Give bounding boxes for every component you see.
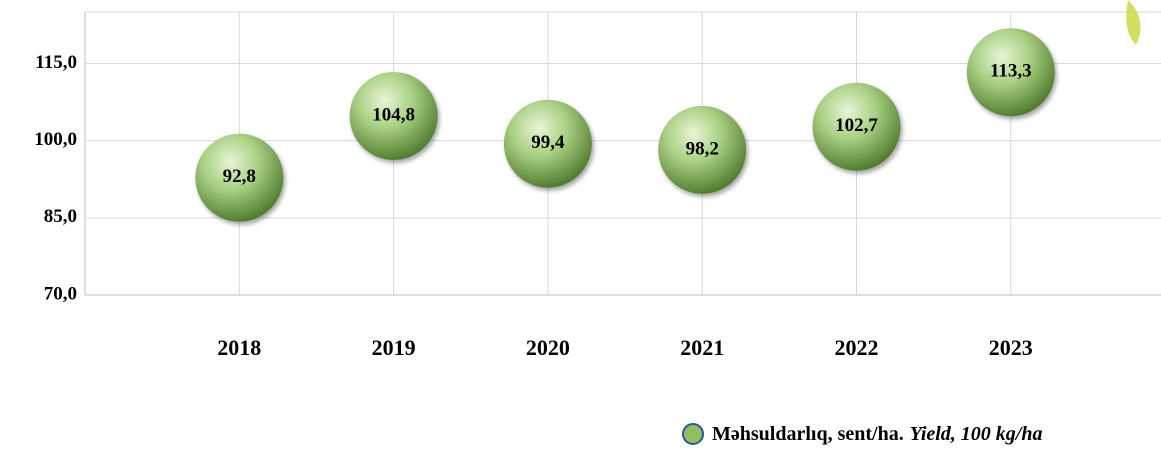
y-tick-label: 115,0 <box>35 52 77 73</box>
bubble <box>349 71 438 160</box>
y-tick-label: 100,0 <box>34 129 77 150</box>
x-tick-label: 2018 <box>217 335 261 360</box>
y-tick-label: 70,0 <box>44 283 77 304</box>
data-label: 98,2 <box>686 138 719 159</box>
bubble <box>658 105 747 194</box>
leaf-decoration <box>1126 0 1141 45</box>
bubble <box>966 28 1055 117</box>
x-tick-label: 2021 <box>680 335 724 360</box>
data-label: 99,4 <box>531 132 565 153</box>
x-tick-label: 2020 <box>526 335 570 360</box>
legend-label: Məhsuldarlıq, sent/ha. Yield, 100 kg/ha <box>712 423 1043 445</box>
data-label: 102,7 <box>835 115 878 136</box>
x-tick-label: 2019 <box>372 335 416 360</box>
x-tick-label: 2023 <box>989 335 1033 360</box>
bubble <box>195 133 284 222</box>
bubble <box>503 99 592 188</box>
data-label: 113,3 <box>990 61 1032 82</box>
x-tick-label: 2022 <box>835 335 879 360</box>
legend-marker <box>682 423 704 445</box>
data-label: 104,8 <box>372 104 415 125</box>
bubble <box>812 82 901 171</box>
y-tick-label: 85,0 <box>44 206 77 227</box>
data-label: 92,8 <box>223 166 256 187</box>
legend-subname: Yield, 100 kg/ha <box>910 423 1043 445</box>
legend-name: Məhsuldarlıq, sent/ha. <box>712 423 904 445</box>
